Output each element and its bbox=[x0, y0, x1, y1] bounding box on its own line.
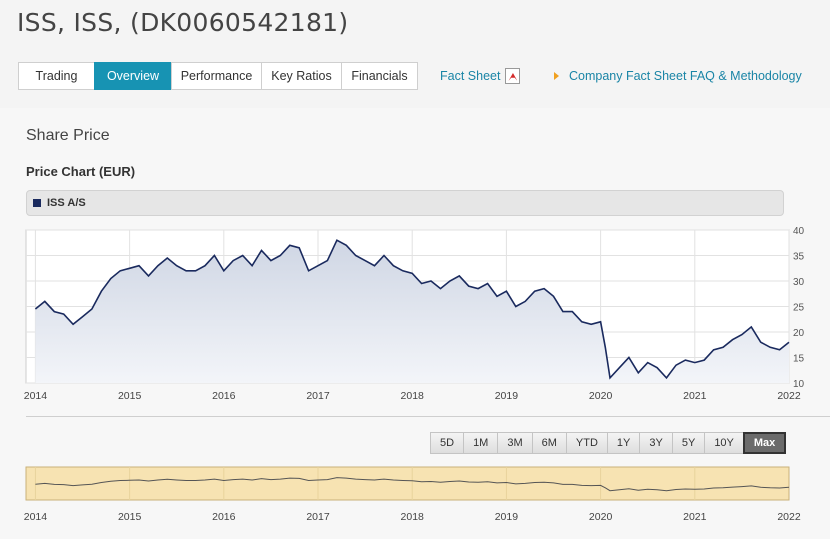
x-tick-label: 2021 bbox=[683, 390, 707, 402]
navigator-chart[interactable]: 2014 2015 2016 2017 2018 2019 2020 2021 2022 bbox=[0, 462, 830, 532]
x-tick-label: 2016 bbox=[212, 390, 236, 402]
tab-key-ratios[interactable]: Key Ratios bbox=[261, 62, 342, 90]
range-5d-button[interactable]: 5D bbox=[430, 432, 465, 454]
x-tick-label: 2020 bbox=[589, 390, 613, 402]
x-tick-label: 2014 bbox=[24, 390, 48, 402]
x-tick-label: 2017 bbox=[306, 390, 330, 402]
legend: ISS A/S bbox=[26, 190, 784, 216]
y-tick-label: 15 bbox=[793, 354, 805, 365]
x-tick-label: 2022 bbox=[777, 390, 801, 402]
range-1m-button[interactable]: 1M bbox=[463, 432, 499, 454]
tab-financials[interactable]: Financials bbox=[341, 62, 418, 90]
y-tick-label: 25 bbox=[793, 303, 805, 314]
navigator-window[interactable] bbox=[25, 466, 790, 501]
y-tick-label: 35 bbox=[793, 252, 805, 263]
price-area bbox=[35, 240, 789, 383]
chart-title: Price Chart (EUR) bbox=[26, 164, 136, 179]
divider bbox=[26, 416, 830, 417]
range-ytd-button[interactable]: YTD bbox=[565, 432, 608, 454]
navigator-x-tick-label: 2020 bbox=[589, 511, 613, 523]
page-title: ISS, ISS, (DK0060542181) bbox=[17, 8, 349, 37]
range-3y-button[interactable]: 3Y bbox=[639, 432, 673, 454]
faq-link[interactable]: Company Fact Sheet FAQ & Methodology bbox=[554, 69, 802, 83]
range-6m-button[interactable]: 6M bbox=[531, 432, 567, 454]
tab-trading[interactable]: Trading bbox=[18, 62, 95, 90]
tab-overview[interactable]: Overview bbox=[94, 62, 172, 90]
y-tick-label: 30 bbox=[793, 277, 805, 288]
range-10y-button[interactable]: 10Y bbox=[704, 432, 744, 454]
navigator-x-tick-label: 2018 bbox=[401, 511, 425, 523]
price-line bbox=[34, 239, 790, 380]
range-selector: 5D 1M 3M 6M YTD 1Y 3Y 5Y 10Y Max bbox=[430, 432, 787, 454]
y-tick-label: 20 bbox=[793, 328, 805, 339]
legend-swatch bbox=[33, 199, 41, 207]
tab-bar: Trading Overview Performance Key Ratios … bbox=[18, 62, 418, 90]
fact-sheet-link[interactable]: Fact Sheet bbox=[440, 68, 521, 84]
navigator-x-tick-label: 2017 bbox=[306, 511, 330, 523]
legend-label: ISS A/S bbox=[47, 197, 86, 209]
navigator-line bbox=[35, 477, 790, 492]
faq-label: Company Fact Sheet FAQ & Methodology bbox=[569, 69, 802, 83]
arrow-right-icon bbox=[554, 72, 559, 80]
navigator-x-tick-label: 2014 bbox=[24, 511, 48, 523]
fact-sheet-label: Fact Sheet bbox=[440, 69, 501, 83]
y-tick-label: 10 bbox=[793, 379, 805, 390]
price-chart[interactable]: 10 15 20 25 30 35 40 2014 2015 2016 2017 2018 2019 2… bbox=[0, 225, 830, 405]
range-5y-button[interactable]: 5Y bbox=[671, 432, 706, 454]
x-tick-label: 2019 bbox=[495, 390, 519, 402]
range-3m-button[interactable]: 3M bbox=[497, 432, 533, 454]
range-max-button[interactable]: Max bbox=[742, 432, 787, 454]
navigator-x-tick-label: 2016 bbox=[212, 511, 236, 523]
range-1y-button[interactable]: 1Y bbox=[606, 432, 641, 454]
tab-performance[interactable]: Performance bbox=[171, 62, 262, 90]
x-tick-label: 2018 bbox=[401, 390, 425, 402]
section-title: Share Price bbox=[26, 127, 110, 144]
x-tick-label: 2015 bbox=[118, 390, 142, 402]
navigator-x-tick-label: 2022 bbox=[777, 511, 801, 523]
y-tick-label: 40 bbox=[793, 226, 805, 237]
navigator-x-tick-label: 2015 bbox=[118, 511, 142, 523]
navigator-x-tick-label: 2019 bbox=[495, 511, 519, 523]
navigator-x-tick-label: 2021 bbox=[683, 511, 707, 523]
pdf-icon bbox=[505, 68, 521, 84]
